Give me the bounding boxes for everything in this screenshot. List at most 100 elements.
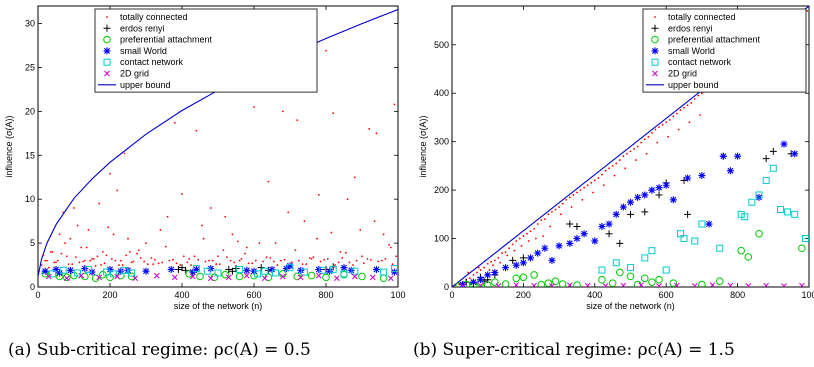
- totally-connected-point: [132, 260, 135, 263]
- totally-connected-point: [362, 262, 365, 265]
- legend-label: erdos renyi: [668, 23, 713, 33]
- contact-network-point: [128, 269, 136, 277]
- totally-connected-point: [146, 263, 149, 266]
- totally-connected-point: [534, 237, 537, 240]
- totally-connected-point: [647, 135, 650, 138]
- chart-b: 02004006008001000100200300400500size of …: [418, 5, 814, 311]
- totally-connected-point: [100, 264, 102, 266]
- totally-connected-point: [683, 106, 685, 109]
- totally-connected-point: [94, 265, 97, 267]
- preferential-attachment-point: [491, 278, 499, 286]
- 2d-grid-point: [781, 283, 787, 287]
- totally-connected-point: [47, 266, 50, 269]
- totally-connected-point: [317, 193, 320, 196]
- 2d-grid-point: [387, 275, 394, 282]
- totally-connected-point: [359, 229, 362, 231]
- legend-marker: [651, 24, 659, 32]
- preferential-attachment-point: [322, 273, 330, 282]
- small-world-point: [534, 249, 542, 257]
- data-layer: [38, 8, 398, 283]
- y-tick-label: 25: [25, 62, 35, 72]
- small-world-point: [580, 230, 588, 238]
- totally-connected-point: [136, 252, 138, 255]
- legend-marker: [106, 16, 108, 18]
- totally-connected-point: [389, 246, 392, 249]
- totally-connected-point: [143, 260, 146, 263]
- totally-connected-point: [280, 259, 282, 262]
- totally-connected-point: [501, 252, 503, 254]
- totally-connected-point: [579, 189, 582, 192]
- 2d-grid-point: [45, 273, 52, 280]
- totally-connected-point: [283, 258, 286, 261]
- 2d-grid-point: [243, 272, 250, 279]
- totally-connected-point: [172, 258, 174, 261]
- totally-connected-point: [253, 106, 255, 108]
- totally-connected-point: [145, 242, 147, 244]
- preferential-attachment-point: [744, 253, 753, 261]
- erdos-renyi-point: [573, 222, 581, 230]
- contact-network-point: [318, 266, 326, 274]
- totally-connected-point: [87, 229, 90, 231]
- totally-connected-point: [375, 132, 378, 135]
- preferential-attachment-point: [608, 279, 617, 287]
- totally-connected-point: [244, 252, 246, 255]
- totally-connected-point: [319, 260, 322, 263]
- preferential-attachment-point: [63, 273, 71, 282]
- small-world-point: [282, 265, 290, 273]
- small-world-point: [627, 198, 634, 206]
- small-world-point: [340, 264, 348, 272]
- legend-label: small World: [668, 46, 715, 56]
- totally-connected-point: [118, 264, 120, 266]
- totally-connected-point: [477, 266, 480, 269]
- 2d-grid-point: [114, 273, 121, 280]
- totally-connected-point: [658, 126, 660, 129]
- 2d-grid-point: [602, 283, 609, 287]
- small-world-point: [315, 265, 323, 273]
- totally-connected-point: [190, 264, 192, 266]
- contact-network-point: [627, 264, 634, 272]
- small-world-point: [477, 276, 485, 284]
- totally-connected-point: [520, 244, 523, 247]
- preferential-attachment-point: [358, 272, 366, 281]
- contact-network-point: [84, 265, 92, 273]
- contact-network-point: [329, 265, 337, 273]
- totally-connected-point: [540, 219, 543, 222]
- totally-connected-point: [197, 258, 200, 261]
- totally-connected-point: [346, 198, 349, 201]
- totally-connected-point: [290, 261, 293, 264]
- small-world-point: [41, 267, 49, 275]
- totally-connected-point: [161, 261, 164, 264]
- totally-connected-point: [202, 237, 205, 240]
- contact-network-point: [784, 208, 792, 216]
- contact-network-point: [390, 265, 398, 273]
- totally-connected-point: [391, 263, 394, 266]
- erdos-renyi-point: [616, 239, 624, 247]
- contact-network-point: [676, 230, 684, 238]
- totally-connected-point: [182, 255, 185, 258]
- small-world-point: [634, 193, 642, 201]
- 2d-grid-point: [656, 283, 662, 287]
- totally-connected-point: [330, 231, 333, 234]
- totally-connected-point: [208, 259, 210, 262]
- erdos-renyi-point: [605, 230, 613, 238]
- x-tick-label: 200: [102, 290, 117, 300]
- totally-connected-point: [554, 208, 557, 211]
- 2d-grid-point: [691, 283, 698, 287]
- preferential-attachment-point: [615, 268, 624, 277]
- contact-network-point: [598, 266, 606, 274]
- 2d-grid-point: [225, 274, 232, 281]
- contact-network-point: [741, 213, 749, 221]
- x-tick-label: 100: [801, 290, 814, 300]
- legend-marker: [103, 24, 111, 32]
- totally-connected-point: [380, 259, 383, 262]
- contact-network-point: [380, 268, 388, 276]
- legend-marker: [652, 70, 658, 77]
- totally-connected-point: [301, 263, 304, 266]
- totally-connected-point: [679, 109, 682, 112]
- small-world-point: [527, 254, 535, 262]
- y-tick-label: 100: [434, 234, 449, 244]
- preferential-attachment-point: [669, 279, 678, 287]
- totally-connected-point: [693, 98, 696, 100]
- totally-connected-point: [527, 240, 530, 242]
- totally-connected-point: [393, 103, 396, 106]
